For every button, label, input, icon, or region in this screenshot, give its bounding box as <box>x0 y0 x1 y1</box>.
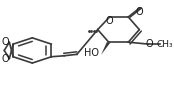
Text: HO: HO <box>84 48 99 58</box>
Text: O: O <box>146 39 153 49</box>
Text: O: O <box>136 7 143 17</box>
Polygon shape <box>101 42 111 55</box>
Text: O: O <box>2 54 9 64</box>
Text: O: O <box>106 16 113 26</box>
Text: CH₃: CH₃ <box>156 40 173 49</box>
Text: O: O <box>2 37 9 47</box>
